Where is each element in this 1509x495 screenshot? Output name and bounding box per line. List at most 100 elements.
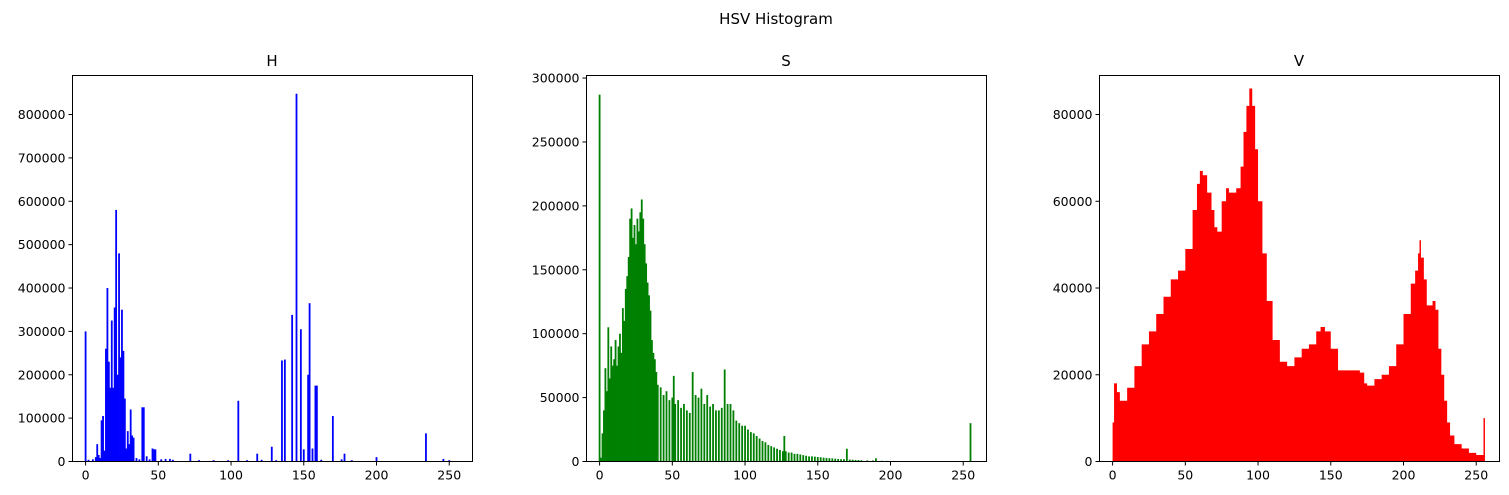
panel-s-bar <box>875 458 877 462</box>
panel-h-bar <box>350 460 353 462</box>
panel-h-bar <box>132 437 135 462</box>
y-tick-label: 60000 <box>1053 194 1093 209</box>
panel-h-bar <box>189 453 192 462</box>
y-tick-label: 400000 <box>18 281 66 296</box>
panel-s-bar <box>819 457 822 462</box>
panel-s-bar <box>816 457 819 462</box>
panel-s-bar <box>671 397 674 462</box>
panel-v-marks <box>1112 88 1485 462</box>
panel-h-bar <box>311 448 314 462</box>
panel-s-bar <box>613 359 616 462</box>
panel-h-bar <box>96 444 99 462</box>
panel-h-bar <box>340 459 343 462</box>
y-tick-label: 200000 <box>18 367 66 382</box>
panel-s-y-axis: 0 50000 100000 150000 200000 250000 300000 <box>532 71 587 469</box>
panel-s-bar <box>697 397 700 462</box>
panel-s-bar <box>779 450 781 462</box>
panel-s-bar <box>651 340 653 462</box>
panel-s-bar <box>706 395 709 462</box>
panel-h-bar <box>270 446 273 462</box>
panel-h: H 0 50 100 150 200 250 0 100000 200000 300000 400… <box>18 52 473 483</box>
panel-h-bar <box>154 449 157 462</box>
panel-s-bar <box>604 368 607 462</box>
panel-h-bar <box>115 209 118 462</box>
panel-s-marks <box>598 94 972 462</box>
panel-h-frame <box>72 75 473 462</box>
panel-s-bar <box>619 333 621 462</box>
panel-h-bar <box>164 458 167 462</box>
x-tick-label: 250 <box>1464 468 1488 483</box>
y-tick-label: 150000 <box>532 262 580 277</box>
panel-h-bar <box>171 459 174 462</box>
x-tick-label: 50 <box>150 468 166 483</box>
panel-s-bar <box>787 452 790 462</box>
y-tick-label: 800000 <box>18 107 66 122</box>
panel-s-bar <box>680 407 682 462</box>
x-tick-label: 250 <box>951 468 975 483</box>
panel-s-bar <box>758 438 761 462</box>
panel-s-bar <box>749 432 752 462</box>
panel-h-bar <box>109 387 112 462</box>
x-tick-label: 50 <box>664 468 680 483</box>
y-tick-label: 20000 <box>1053 367 1093 382</box>
panel-s-bar <box>866 460 869 462</box>
panel-h-bar <box>113 307 116 462</box>
panel-h-bar <box>97 454 100 462</box>
panel-s-bar <box>643 244 646 462</box>
panel-s-bar <box>813 456 816 462</box>
panel-s-bar <box>744 425 746 462</box>
x-tick-label: 200 <box>879 468 903 483</box>
x-tick-label: 150 <box>806 468 830 483</box>
panel-h-bar <box>126 431 129 462</box>
panel-s-bar <box>712 403 714 462</box>
panel-s-bar <box>752 433 755 462</box>
panel-v-title: V <box>1294 52 1305 70</box>
panel-h-bar <box>87 459 90 462</box>
x-tick-label: 100 <box>219 468 243 483</box>
y-tick-label: 0 <box>1085 454 1093 469</box>
panel-s-bar <box>723 369 726 462</box>
panel-s-bar <box>605 391 608 462</box>
panel-s-bar <box>614 340 617 462</box>
panel-s-bar <box>783 435 786 462</box>
panel-h-bar <box>295 93 298 462</box>
panel-h-bar <box>331 415 334 462</box>
panel-h-bar <box>212 460 215 462</box>
panel-h-bar <box>302 449 305 462</box>
panel-h-bar <box>308 303 311 462</box>
panel-s-bar <box>860 460 863 462</box>
panel-s-bar <box>854 459 857 462</box>
panel-s-bar <box>831 458 834 462</box>
panel-s-bar <box>640 199 643 462</box>
panel-s-bar <box>659 387 662 462</box>
panel-s-bar <box>802 455 805 462</box>
y-tick-label: 80000 <box>1053 107 1093 122</box>
x-tick-label: 200 <box>365 468 389 483</box>
panel-h-bar <box>141 407 144 462</box>
panel-h-bar <box>121 309 123 462</box>
panel-s-bar <box>688 412 691 462</box>
panel-h-bar <box>275 460 278 462</box>
panel-h-bar <box>314 385 317 462</box>
panel-h-bar <box>105 348 107 462</box>
panel-s-bar <box>648 295 650 462</box>
panel-h-bar <box>281 360 283 462</box>
panel-s-bar <box>843 459 845 462</box>
panel-s-bar <box>598 94 601 462</box>
panel-s-bar <box>683 403 685 462</box>
panel-v-area <box>1112 88 1485 462</box>
x-tick-label: 150 <box>1319 468 1343 483</box>
panel-s-bar <box>732 410 735 462</box>
panel-s-bar <box>845 448 848 462</box>
panel-h-y-axis: 0 100000 200000 300000 400000 500000 600000 700… <box>18 107 73 469</box>
panel-h-title: H <box>266 52 277 70</box>
panel-s-bar <box>811 456 813 462</box>
panel-h-bar <box>103 450 106 462</box>
panel-s-bar <box>793 453 796 462</box>
panel-h-bar <box>375 457 378 462</box>
panel-v-frame <box>1099 75 1500 462</box>
panel-s-bar <box>969 423 972 462</box>
y-tick-label: 40000 <box>1053 281 1093 296</box>
panel-s-bar <box>799 454 802 462</box>
panel-s-bar <box>840 459 842 462</box>
